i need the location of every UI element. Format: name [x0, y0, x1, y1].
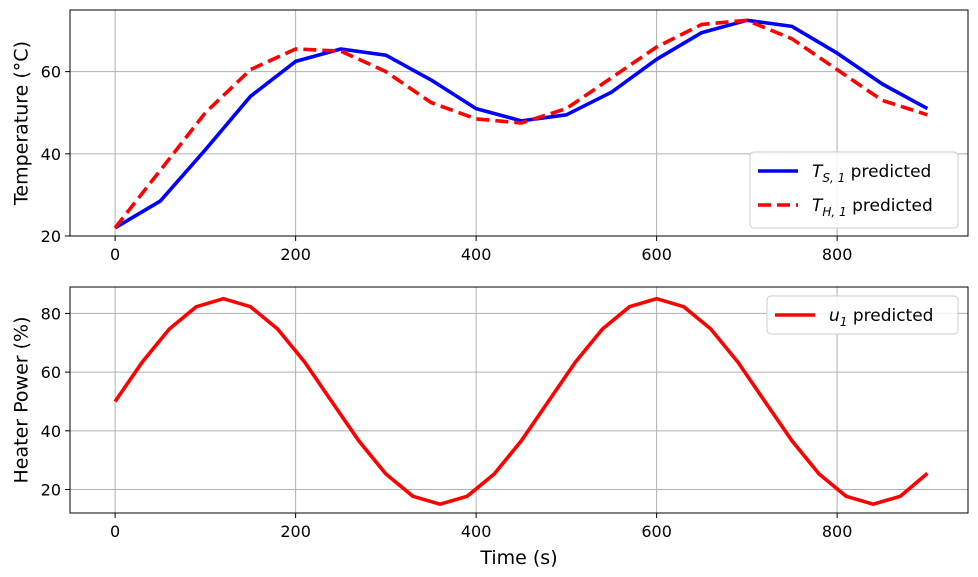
- y-tick-label: 40: [41, 422, 61, 441]
- x-tick-label: 0: [110, 245, 120, 264]
- y-axis-label: Heater Power (%): [11, 317, 33, 484]
- y-tick-label: 20: [41, 481, 61, 500]
- x-tick-label: 0: [110, 522, 120, 541]
- x-tick-label: 400: [461, 522, 492, 541]
- legend-entry-1: u1 predicted: [829, 306, 933, 329]
- legend-suffix: predicted: [847, 306, 933, 326]
- legend-subscript: 1: [840, 315, 848, 329]
- series-line-1: [114, 18, 929, 230]
- legend-subscript: S, 1: [822, 171, 845, 185]
- y-axis-label: Temperature (°C): [11, 41, 33, 206]
- legend-box: [749, 151, 959, 229]
- series-line-2: [113, 18, 928, 229]
- y-tick-label: 60: [41, 63, 61, 82]
- series-line-1: [113, 296, 929, 506]
- legend-subscript: H, 1: [822, 205, 846, 219]
- y-tick-label: 80: [41, 304, 61, 323]
- legend-entry-1: TS, 1 predicted: [812, 162, 931, 185]
- legend-suffix: predicted: [847, 196, 933, 216]
- legend-symbol: T: [812, 196, 824, 216]
- x-tick-label: 800: [822, 245, 853, 264]
- y-tick-label: 60: [41, 363, 61, 382]
- chart-panel-2: 0 200 400 600 800 20 40 60 80 Heater Power (%) Tim…: [11, 286, 969, 569]
- x-tick-label: 800: [822, 522, 853, 541]
- x-tick-label: 600: [641, 245, 672, 264]
- legend-box: [766, 295, 959, 335]
- x-tick-label: 200: [280, 522, 311, 541]
- plot-frame: [69, 286, 969, 514]
- y-tick-label: 40: [41, 145, 61, 164]
- x-tick-label: 400: [461, 245, 492, 264]
- plot-frame: [69, 9, 969, 237]
- legend-suffix: predicted: [845, 162, 931, 182]
- legend-symbol: T: [812, 162, 824, 182]
- x-axis-label: Time (s): [479, 547, 557, 569]
- y-tick-label: 20: [41, 227, 61, 246]
- legend-entry-2: TH, 1 predicted: [812, 196, 933, 219]
- legend-symbol: u: [829, 306, 840, 326]
- legend: u1 predicted: [766, 295, 959, 335]
- x-tick-label: 200: [280, 245, 311, 264]
- x-tick-label: 600: [641, 522, 672, 541]
